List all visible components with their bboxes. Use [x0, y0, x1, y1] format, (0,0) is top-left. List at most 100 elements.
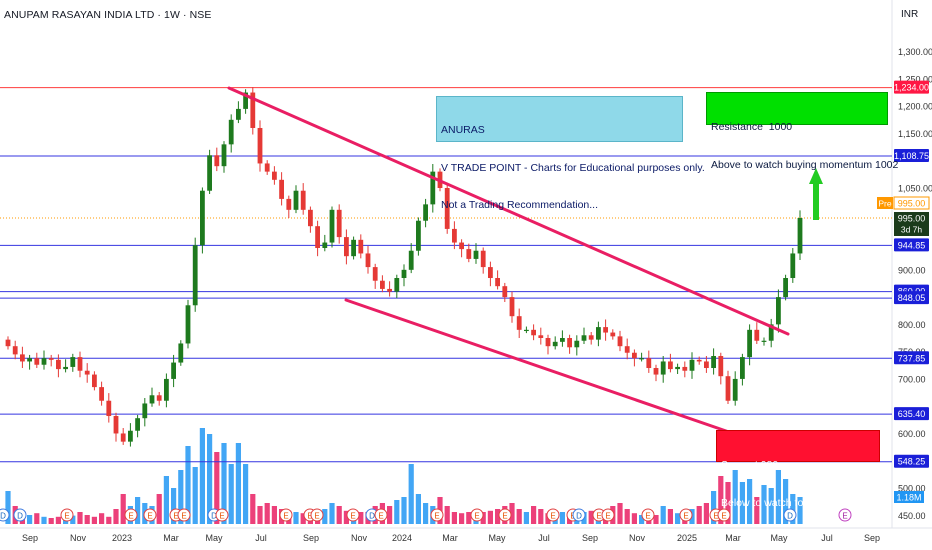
price-tick-label: 700.00 — [898, 374, 926, 384]
level-price-tag[interactable] — [894, 291, 929, 305]
last-price-tag[interactable] — [894, 212, 929, 236]
earnings-marker[interactable] — [717, 508, 731, 522]
resistance-note-box[interactable]: Resistance 1000 Above to watch buying mo… — [706, 92, 898, 171]
level-price-tag[interactable] — [894, 148, 929, 162]
volume-bar — [70, 515, 76, 524]
candle-body — [718, 356, 724, 377]
volume-bar — [41, 516, 47, 524]
event-marker-letter: E — [502, 512, 507, 521]
volume-bar — [178, 470, 184, 524]
educational-note-box[interactable]: ANURAS V TRADE POINT - Charts for Educat… — [436, 96, 705, 211]
dividend-marker[interactable] — [0, 508, 10, 522]
earnings-marker[interactable] — [177, 508, 191, 522]
volume-value-text: 1.18M — [896, 493, 921, 503]
event-marker-letter: D — [369, 512, 375, 521]
candle-body — [596, 327, 601, 340]
earnings-marker[interactable] — [679, 508, 693, 522]
event-marker-letter: E — [434, 512, 439, 521]
time-tick-label: Sep — [864, 533, 880, 543]
candle-body — [646, 358, 652, 369]
time-tick-label: Jul — [538, 533, 550, 543]
earnings-marker[interactable] — [279, 508, 293, 522]
price-tick-label: 900.00 — [898, 265, 926, 275]
candle-body — [257, 127, 263, 164]
candle-body — [682, 366, 688, 371]
candle-body — [768, 324, 774, 341]
level-price-tag[interactable] — [894, 351, 929, 365]
volume-bar — [228, 464, 234, 524]
time-tick-label: Sep — [303, 533, 319, 543]
earnings-marker[interactable] — [310, 508, 324, 522]
channel-upper-line[interactable] — [227, 86, 790, 336]
price-axis[interactable]: 1,300.00 1,250.00 1,200.00 1,150.00 1,050.00… — [877, 47, 932, 521]
event-marker-letter: E — [128, 512, 133, 521]
earnings-marker[interactable] — [546, 508, 560, 522]
dividend-marker[interactable] — [572, 508, 586, 522]
event-marker-letter: D — [0, 512, 6, 521]
falling-channel[interactable] — [227, 86, 823, 434]
candle-body — [747, 329, 752, 358]
earnings-marker[interactable] — [374, 508, 388, 522]
candle-body — [783, 278, 788, 298]
level-price-tag[interactable] — [894, 407, 929, 421]
earnings-marker[interactable] — [641, 508, 655, 522]
earnings-marker[interactable] — [498, 508, 512, 522]
level-price-tag[interactable] — [894, 454, 929, 468]
time-tick-label: Mar — [163, 533, 179, 543]
volume-bar — [84, 515, 90, 524]
candle-body — [308, 209, 313, 227]
volume-bar — [250, 494, 256, 524]
event-marker-letter: E — [683, 512, 688, 521]
level-price-text: 1,234.00 — [894, 83, 929, 93]
earnings-marker[interactable] — [215, 508, 229, 522]
level-price-tag[interactable] — [894, 238, 929, 252]
support-note-box[interactable]: Support 980 Below to watch for bears bel… — [716, 430, 887, 509]
note-line-3: Not a Trading Recommendation... — [441, 199, 598, 211]
candle-body — [430, 171, 436, 205]
volume-bar — [99, 513, 105, 524]
pre-market-price-tag[interactable] — [893, 196, 930, 210]
candle-body — [401, 269, 407, 279]
time-tick-label: May — [770, 533, 788, 543]
event-markers[interactable]: DDEEEEEDEEEEEDEEEEEEDEEEEEEDE — [0, 508, 852, 522]
earnings-marker[interactable] — [838, 508, 852, 522]
volume-bar — [639, 515, 645, 524]
earnings-marker[interactable] — [143, 508, 157, 522]
earnings-marker[interactable] — [470, 508, 484, 522]
channel-lower-line[interactable] — [344, 298, 731, 434]
candle-body — [725, 376, 731, 401]
volume-bar — [631, 513, 637, 524]
earnings-marker[interactable] — [124, 508, 138, 522]
earnings-marker[interactable] — [346, 508, 360, 522]
candle-body — [336, 209, 342, 238]
time-axis[interactable]: Sep Nov 2023 Mar May Jul Sep Nov 2024 Mar May Jul Se… — [0, 527, 932, 543]
event-marker-letter: E — [307, 512, 312, 521]
time-tick-label: Nov — [70, 533, 87, 543]
currency-label[interactable]: INR — [901, 9, 919, 20]
event-marker-letter: E — [378, 512, 383, 521]
candle-body — [272, 171, 277, 180]
event-marker-letter: E — [181, 512, 186, 521]
volume-bar — [466, 512, 472, 524]
volume-bar — [199, 428, 205, 524]
volume-value-tag[interactable] — [894, 491, 924, 503]
candle-body — [473, 250, 479, 259]
dividend-marker[interactable] — [783, 508, 797, 522]
volume-bar — [214, 452, 220, 524]
dividend-marker[interactable] — [13, 508, 27, 522]
level-price-tag[interactable] — [894, 80, 929, 94]
pre-market-badge[interactable] — [877, 197, 893, 209]
volume-bar — [415, 494, 421, 524]
candle-body — [581, 335, 587, 341]
up-arrow-icon[interactable] — [809, 168, 823, 220]
earnings-marker[interactable] — [60, 508, 74, 522]
pre-market-tag-text: Pre — [878, 199, 892, 209]
earnings-marker[interactable] — [601, 508, 615, 522]
candle-body — [452, 228, 457, 243]
volume-bar — [27, 515, 33, 524]
candle-body — [92, 374, 97, 388]
earnings-marker[interactable] — [430, 508, 444, 522]
candle-body — [286, 198, 292, 210]
last-price-text: 995.00 — [898, 214, 926, 224]
